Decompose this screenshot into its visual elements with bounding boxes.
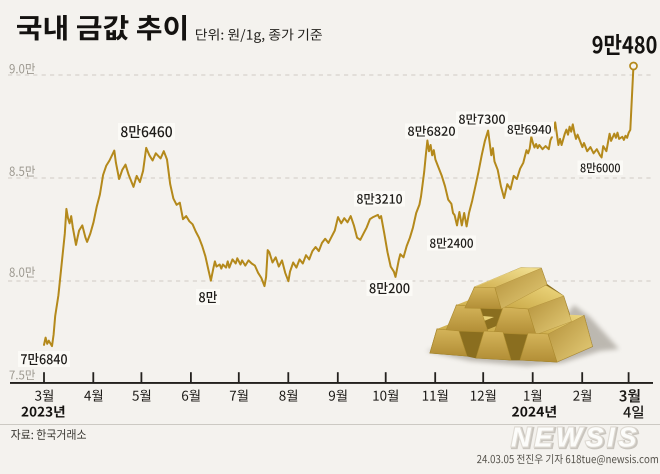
svg-text:NEWSIS: NEWSIS	[511, 422, 640, 453]
svg-text:NEWSIS: NEWSIS	[511, 422, 640, 453]
svg-text:NEWSIS: NEWSIS	[512, 423, 641, 454]
